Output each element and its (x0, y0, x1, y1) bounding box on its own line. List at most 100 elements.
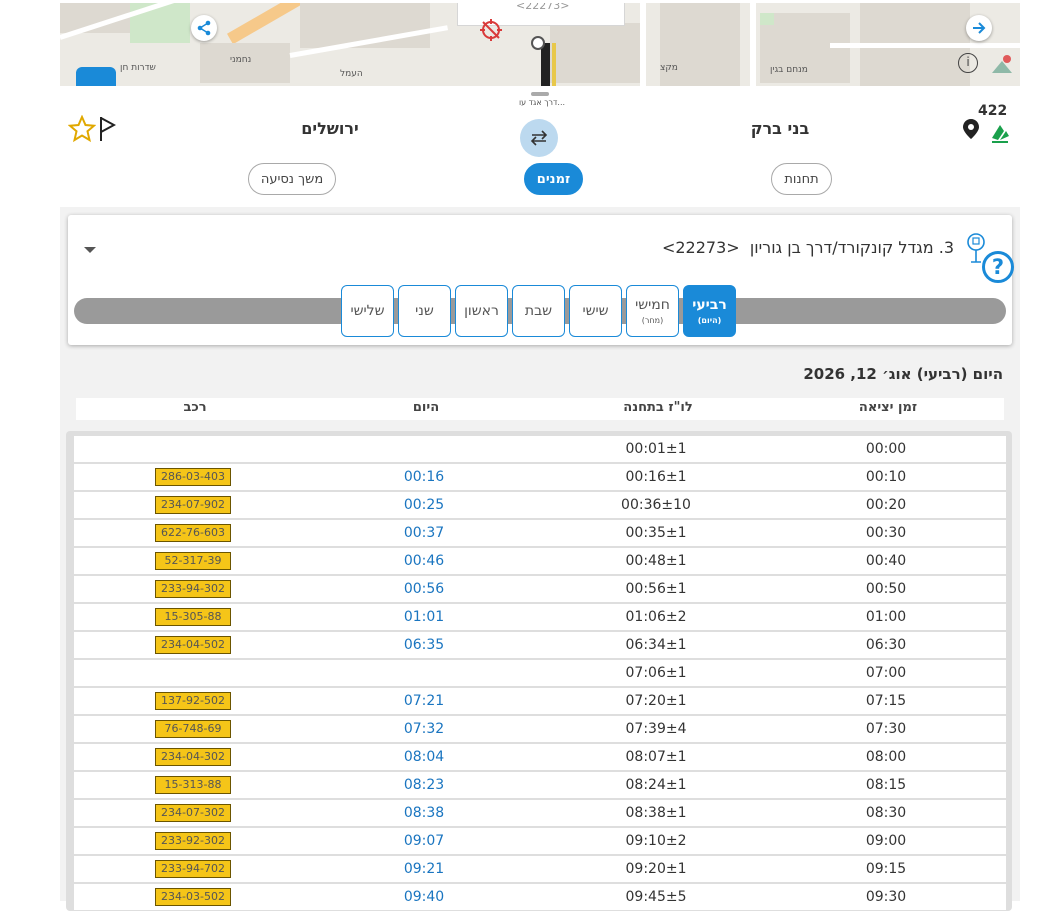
today-cell: 09:07 (403, 833, 445, 849)
today-cell: 08:38 (403, 805, 445, 821)
departure-cell: 07:30 (865, 721, 907, 737)
share-button[interactable] (191, 15, 217, 41)
table-row[interactable]: 00:50 00:56±1 00:56 233-94-302 (74, 576, 1006, 602)
day-label: שישי (582, 303, 609, 319)
chevron-down-icon[interactable] (84, 247, 96, 253)
departure-cell: 09:00 (865, 833, 907, 849)
schedule-date-title: היום (רביעי) אוג׳ 12, 2026 (803, 365, 1003, 383)
stop-code: <22273> (661, 238, 740, 257)
today-cell: 00:56 (403, 581, 445, 597)
table-row[interactable]: 07:00 07:06±1 (74, 660, 1006, 686)
vehicle-badge[interactable]: 233-92-302 (155, 832, 231, 850)
table-row[interactable]: 09:00 09:10±2 09:07 233-92-302 (74, 828, 1006, 854)
tab-times[interactable]: זמנים (524, 163, 583, 195)
vehicle-badge[interactable]: 15-305-88 (155, 608, 231, 626)
today-cell: 00:46 (403, 553, 445, 569)
scheduled-cell: 07:39±4 (625, 721, 687, 737)
table-row[interactable]: 00:40 00:48±1 00:46 52-317-39 (74, 548, 1006, 574)
drag-handle[interactable] (531, 92, 549, 96)
day-sunday[interactable]: ראשון (455, 285, 508, 337)
scheduled-cell: 08:07±1 (625, 749, 687, 765)
vehicle-badge[interactable]: 234-04-502 (155, 636, 231, 654)
location-off-button[interactable] (478, 17, 504, 47)
table-row[interactable]: 00:00 00:01±1 (74, 436, 1006, 462)
map-layers-icon[interactable] (990, 53, 1014, 83)
departure-cell: 01:00 (865, 609, 907, 625)
scheduled-cell: 09:10±2 (625, 833, 687, 849)
today-cell: 08:23 (403, 777, 445, 793)
departure-cell: 07:00 (865, 665, 907, 681)
departure-cell: 00:50 (865, 581, 907, 597)
vehicle-badge[interactable]: 234-07-302 (155, 804, 231, 822)
vehicle-badge[interactable]: 234-07-902 (155, 496, 231, 514)
location-pin-icon (962, 118, 980, 144)
table-row[interactable]: 08:30 08:38±1 08:38 234-07-302 (74, 800, 1006, 826)
scheduled-cell: 00:16±1 (625, 469, 687, 485)
map-view[interactable]: שדרות חן נחמני העמל מקצ מנחם בגין <22273… (60, 3, 1020, 86)
navigate-forward-button[interactable] (966, 15, 992, 41)
info-icon[interactable]: i (958, 53, 978, 73)
scheduled-cell: 06:34±1 (625, 637, 687, 653)
scheduled-cell: 09:20±1 (625, 861, 687, 877)
departure-cell: 09:30 (865, 889, 907, 905)
scheduled-cell: 01:06±2 (625, 609, 687, 625)
vehicle-badge[interactable]: 137-92-502 (155, 692, 231, 710)
vehicle-badge[interactable]: 234-04-302 (155, 748, 231, 766)
header-today: היום (412, 400, 440, 415)
vehicle-badge[interactable]: 15-313-88 (155, 776, 231, 794)
today-cell: 07:32 (403, 721, 445, 737)
departure-cell: 08:30 (865, 805, 907, 821)
table-row[interactable]: 09:30 09:45±5 09:40 234-03-502 (74, 884, 1006, 910)
departure-cell: 09:15 (865, 861, 907, 877)
table-row[interactable]: 09:15 09:20±1 09:21 233-94-702 (74, 856, 1006, 882)
day-tuesday[interactable]: שלישי (341, 285, 394, 337)
today-cell: 00:25 (403, 497, 445, 513)
day-label: רביעי (692, 297, 727, 313)
table-row[interactable]: 07:30 07:39±4 07:32 76-748-69 (74, 716, 1006, 742)
table-row[interactable]: 07:15 07:20±1 07:21 137-92-502 (74, 688, 1006, 714)
report-flag-icon[interactable] (98, 116, 117, 146)
table-row[interactable]: 08:15 08:24±1 08:23 15-313-88 (74, 772, 1006, 798)
tab-trip-duration[interactable]: משך נסיעה (248, 163, 336, 195)
vehicle-badge[interactable]: 76-748-69 (155, 720, 231, 738)
scheduled-cell: 00:48±1 (625, 553, 687, 569)
map-stop-marker[interactable] (531, 36, 545, 50)
vehicle-badge[interactable]: 622-76-603 (155, 524, 231, 542)
day-saturday[interactable]: שבת (512, 285, 565, 337)
day-wednesday[interactable]: רביעי (היום) (683, 285, 736, 337)
table-row[interactable]: 00:30 00:35±1 00:37 622-76-603 (74, 520, 1006, 546)
vehicle-badge[interactable]: 234-03-502 (155, 888, 231, 906)
today-cell: 01:01 (403, 609, 445, 625)
departure-cell: 00:10 (865, 469, 907, 485)
help-button[interactable]: ? (982, 251, 1014, 283)
location-off-icon (480, 19, 502, 41)
vehicle-badge[interactable]: 233-94-302 (155, 580, 231, 598)
table-row[interactable]: 08:00 08:07±1 08:04 234-04-302 (74, 744, 1006, 770)
departure-cell: 07:15 (865, 693, 907, 709)
map-road-label: דרך אגד עו... (518, 98, 566, 107)
table-row[interactable]: 00:10 00:16±1 00:16 286-03-403 (74, 464, 1006, 490)
route-number: 422 (978, 103, 1008, 119)
stop-name[interactable]: 3. מגדל קונקורד/דרך בן גוריון <22273> (662, 238, 954, 257)
table-row[interactable]: 00:20 00:36±10 00:25 234-07-902 (74, 492, 1006, 518)
route-origin: בני ברק (750, 119, 810, 138)
map-add-button[interactable] (76, 67, 116, 86)
vehicle-badge[interactable]: 52-317-39 (155, 552, 231, 570)
scheduled-cell: 00:56±1 (625, 581, 687, 597)
app-page: שדרות חן נחמני העמל מקצ מנחם בגין <22273… (60, 0, 1020, 911)
swap-direction-button[interactable] (520, 119, 558, 157)
day-monday[interactable]: שני (398, 285, 451, 337)
table-row[interactable]: 01:00 01:06±2 01:01 15-305-88 (74, 604, 1006, 630)
scheduled-cell: 00:01±1 (625, 441, 687, 457)
vehicle-badge[interactable]: 233-94-702 (155, 860, 231, 878)
header-scheduled: לו"ז בתחנה (623, 400, 693, 415)
day-friday[interactable]: שישי (569, 285, 622, 337)
scheduled-cell: 00:35±1 (625, 525, 687, 541)
table-row[interactable]: 06:30 06:34±1 06:35 234-04-502 (74, 632, 1006, 658)
tab-stations[interactable]: תחנות (771, 163, 832, 195)
day-thursday[interactable]: חמישי (מחר) (626, 285, 679, 337)
favorite-star-icon[interactable] (67, 114, 97, 147)
map-stop-code: <22273> (516, 3, 570, 12)
vehicle-badge[interactable]: 286-03-403 (155, 468, 231, 486)
today-cell: 09:40 (403, 889, 445, 905)
